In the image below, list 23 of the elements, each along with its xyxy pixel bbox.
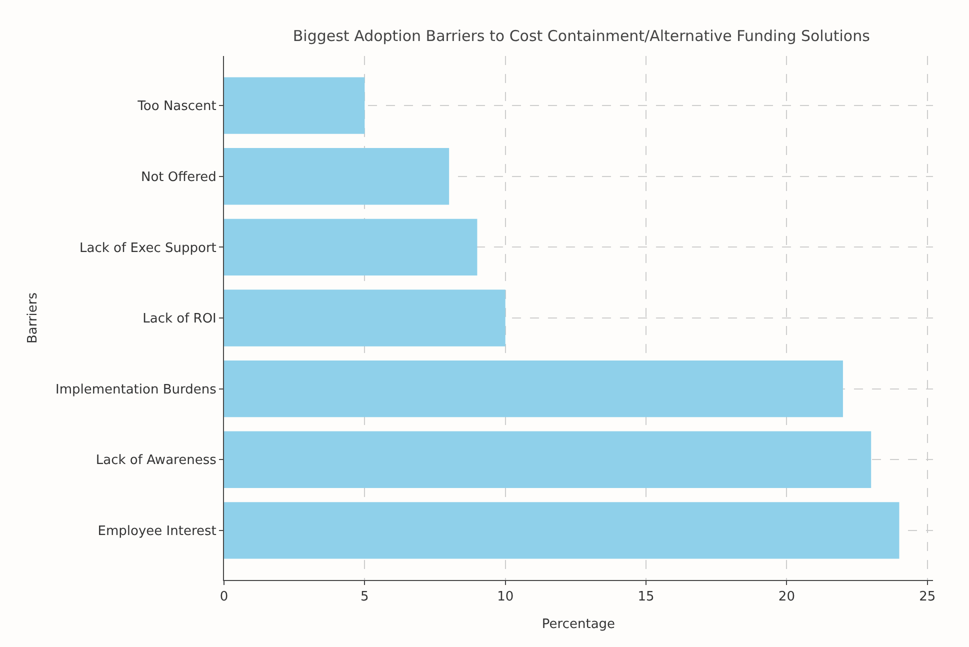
x-axis-title: Percentage — [542, 617, 616, 632]
bar — [224, 502, 900, 559]
y-tick-label: Too Nascent — [136, 99, 216, 114]
bar — [224, 77, 365, 134]
y-tick-label: Lack of ROI — [142, 312, 216, 327]
bar — [224, 148, 450, 205]
y-tick-label: Lack of Awareness — [96, 453, 217, 468]
y-tick-label: Not Offered — [140, 170, 216, 185]
bar — [224, 290, 506, 346]
chart-title: Biggest Adoption Barriers to Cost Containment/Alternative Funding Solutions — [292, 26, 870, 45]
bar — [224, 431, 872, 488]
y-tick-label: Lack of Exec Support — [80, 240, 216, 256]
x-tick-label: 15 — [638, 590, 654, 605]
x-tick-label: 20 — [778, 590, 795, 605]
bar — [224, 218, 478, 276]
y-tick-label: Employee Interest — [98, 524, 216, 539]
y-axis-title: Barriers — [25, 292, 40, 344]
y-tick-label: Implementation Burdens — [55, 382, 217, 398]
x-tick-label: 10 — [497, 590, 514, 605]
x-tick-label: 0 — [220, 590, 228, 605]
bar — [224, 360, 843, 418]
x-tick-label: 5 — [360, 590, 369, 605]
x-tick-label: 25 — [919, 590, 936, 605]
